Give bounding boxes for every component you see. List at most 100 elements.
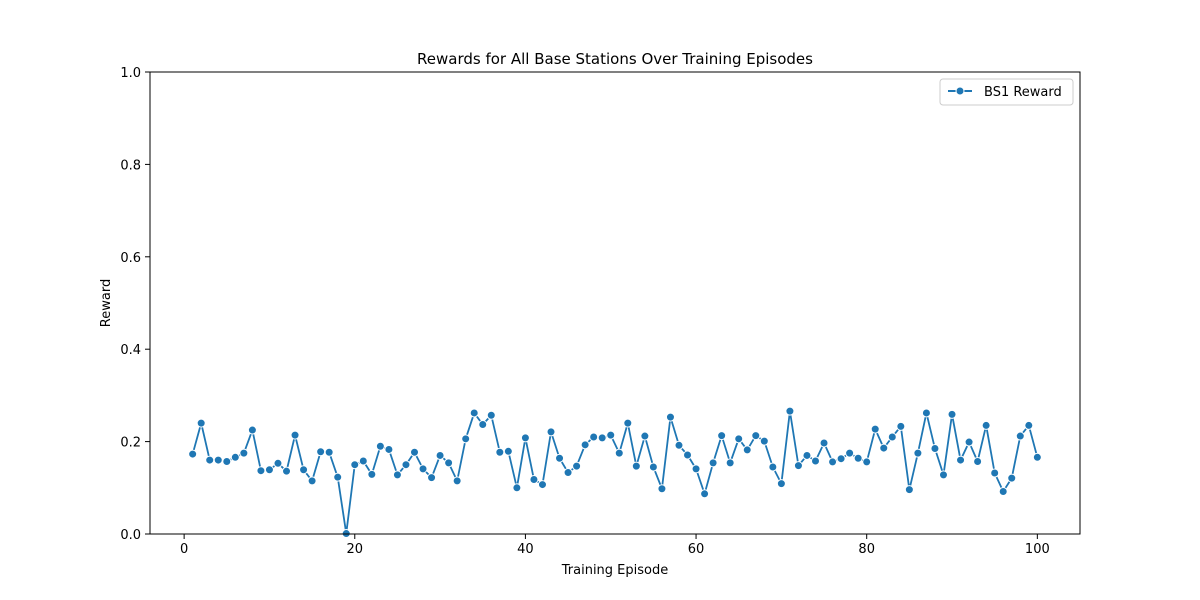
data-point: [665, 412, 675, 422]
legend-label: BS1 Reward: [984, 85, 1062, 100]
data-point: [478, 420, 488, 430]
data-point: [367, 469, 377, 479]
data-point: [879, 443, 889, 453]
data-point: [717, 431, 727, 441]
data-point: [282, 466, 292, 476]
data-point: [768, 462, 778, 472]
data-point: [990, 468, 1000, 478]
data-point: [904, 485, 914, 495]
data-point: [512, 483, 522, 493]
data-point: [392, 470, 402, 480]
x-tick-label: 20: [346, 542, 363, 557]
data-point: [606, 430, 616, 440]
data-point: [819, 438, 829, 448]
data-point: [657, 484, 667, 494]
data-point: [742, 445, 752, 455]
y-axis-title: Reward: [99, 279, 114, 327]
x-tick-label: 100: [1025, 542, 1050, 557]
data-point: [324, 447, 334, 457]
data-point: [947, 409, 957, 419]
data-point: [921, 408, 931, 418]
series-layer: [188, 406, 1042, 539]
data-point: [316, 447, 326, 457]
data-point: [614, 448, 624, 458]
x-tick-label: 40: [517, 542, 534, 557]
data-point: [973, 456, 983, 466]
data-point: [461, 434, 471, 444]
x-tick-label: 60: [688, 542, 705, 557]
data-point: [691, 464, 701, 474]
data-point: [520, 433, 530, 443]
data-point: [853, 453, 863, 463]
data-point: [956, 455, 966, 465]
data-point: [862, 457, 872, 467]
y-tick-label: 1.0: [120, 66, 141, 81]
data-point: [734, 434, 744, 444]
data-point: [486, 410, 496, 420]
data-point: [631, 461, 641, 471]
y-tick-label: 0.8: [120, 158, 141, 173]
data-point: [938, 470, 948, 480]
data-point: [239, 448, 249, 458]
y-tick-label: 0.6: [120, 251, 141, 266]
legend-box: [939, 78, 1074, 106]
data-point: [998, 487, 1008, 496]
data-point: [836, 454, 846, 464]
data-point: [427, 473, 437, 483]
data-point: [580, 440, 590, 450]
data-point: [264, 465, 274, 475]
legend: BS1 Reward: [939, 78, 1074, 106]
data-point: [375, 441, 385, 451]
data-point: [648, 462, 658, 472]
data-point: [188, 449, 198, 459]
data-point: [964, 437, 974, 447]
data-point: [981, 420, 991, 430]
data-point: [793, 461, 803, 471]
data-point: [674, 440, 684, 450]
data-point: [503, 446, 513, 456]
data-point: [401, 460, 411, 470]
data-point: [1024, 420, 1034, 430]
x-tick-label: 80: [858, 542, 875, 557]
data-point: [222, 456, 232, 466]
data-point: [572, 461, 582, 471]
data-point: [1015, 431, 1025, 441]
data-point: [350, 460, 360, 470]
plot-frame: [149, 71, 1081, 535]
data-point: [776, 479, 786, 489]
data-point: [384, 444, 394, 454]
data-point: [896, 421, 906, 431]
data-point: [410, 447, 419, 457]
data-point: [759, 436, 769, 446]
data-point: [435, 450, 445, 460]
data-point: [205, 455, 215, 465]
data-point: [802, 450, 812, 460]
x-tick-label: 0: [180, 542, 188, 557]
data-point: [418, 464, 428, 474]
y-tick-label: 0.0: [120, 528, 141, 543]
data-point: [1032, 452, 1042, 462]
data-point: [247, 425, 257, 435]
series-line: [191, 410, 1039, 535]
data-point: [700, 489, 710, 499]
data-point: [230, 452, 240, 462]
data-point: [623, 418, 633, 428]
data-point: [495, 447, 505, 457]
data-point: [708, 458, 718, 468]
data-point: [563, 468, 573, 478]
data-point: [828, 457, 838, 467]
y-tick-label: 0.4: [120, 343, 141, 358]
data-point: [887, 432, 897, 442]
data-point: [785, 406, 795, 416]
data-point: [213, 455, 223, 465]
data-point: [333, 472, 343, 482]
data-point: [555, 453, 565, 463]
data-point: [640, 431, 650, 441]
data-point: [870, 424, 880, 434]
data-point: [597, 433, 607, 443]
chart-title: Rewards for All Base Stations Over Train…: [417, 50, 813, 68]
data-point: [256, 466, 266, 476]
data-point: [751, 431, 761, 441]
data-point: [307, 476, 317, 486]
data-point: [529, 474, 539, 484]
